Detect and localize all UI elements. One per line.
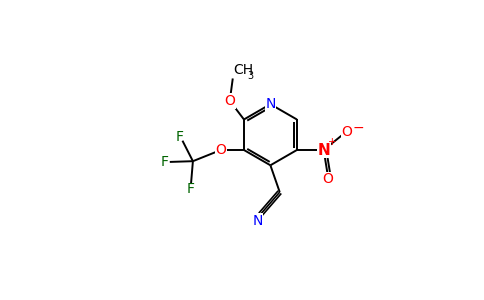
Text: F: F: [161, 155, 169, 169]
Text: O: O: [323, 172, 333, 186]
Text: F: F: [176, 130, 183, 144]
Text: O: O: [215, 143, 227, 157]
Text: 3: 3: [247, 71, 253, 82]
Text: N: N: [265, 97, 275, 111]
Text: O: O: [341, 125, 352, 140]
Text: −: −: [353, 121, 364, 135]
Text: O: O: [225, 94, 235, 108]
Text: CH: CH: [233, 63, 253, 76]
Text: F: F: [187, 182, 195, 196]
Text: N: N: [318, 142, 330, 158]
Text: +: +: [328, 137, 336, 147]
Text: N: N: [252, 214, 262, 228]
